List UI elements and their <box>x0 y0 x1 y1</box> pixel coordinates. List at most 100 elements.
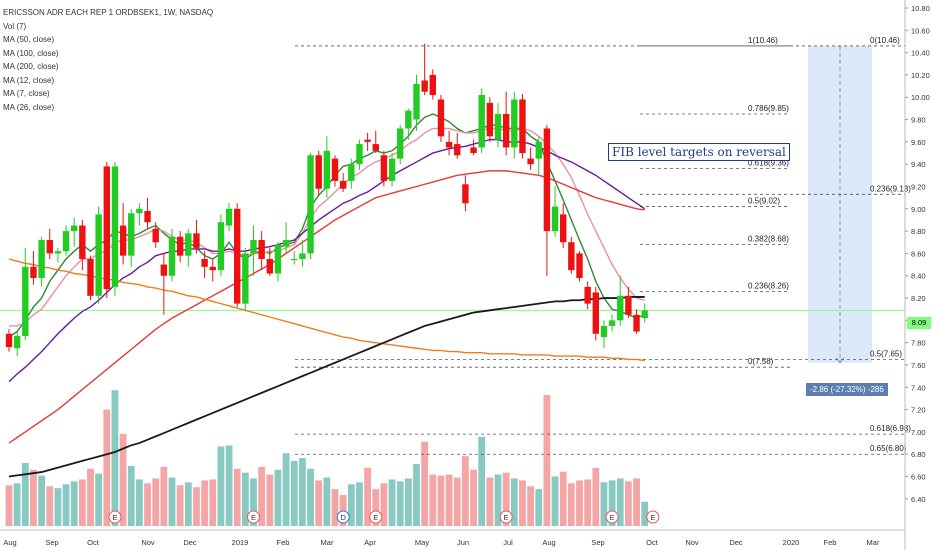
earnings-marker-label: E <box>112 513 117 522</box>
volume-bar <box>356 482 363 526</box>
fib-label: 0.236(8.26) <box>748 281 789 290</box>
volume-bar <box>404 478 412 526</box>
volume-bar <box>380 483 388 526</box>
earnings-marker <box>369 510 383 524</box>
volume-bar <box>616 478 624 526</box>
volume-bar <box>38 475 45 526</box>
candle-body <box>209 266 216 271</box>
candle-body <box>46 240 53 254</box>
volume-bar <box>486 477 494 526</box>
x-tick-label: Aug <box>542 538 555 547</box>
candle-body <box>160 264 168 276</box>
volume-bar <box>470 469 477 526</box>
volume-bar <box>87 468 94 526</box>
earnings-marker <box>499 510 513 524</box>
volume-bar <box>136 479 143 526</box>
y-tick-label: 8.60 <box>911 249 926 258</box>
volume-bar <box>372 489 380 526</box>
y-tick-label: 9.00 <box>911 205 926 214</box>
candle-body <box>421 80 428 92</box>
y-tick-label: 8.40 <box>911 272 926 281</box>
volume-bar <box>600 482 608 526</box>
earnings-marker-label: E <box>251 513 256 522</box>
fib-label: 0(7.58) <box>748 357 774 366</box>
volume-bar <box>184 482 192 526</box>
volume-bar <box>462 456 469 526</box>
y-tick-label: 7.80 <box>911 339 926 348</box>
volume-bar <box>567 483 575 526</box>
candle-body <box>494 113 502 140</box>
x-tick-label: Apr <box>364 538 376 547</box>
fib-label: 0.5(7.65) <box>870 349 902 358</box>
candle-body <box>641 310 648 319</box>
x-tick-label: Feb <box>824 538 837 547</box>
x-tick-label: Mar <box>867 538 880 547</box>
candle-body <box>217 222 225 271</box>
candle-body <box>372 144 379 151</box>
x-tick-label: Sep <box>591 538 604 547</box>
volume-bar <box>78 479 86 526</box>
volume-bar <box>250 478 257 526</box>
earnings-marker <box>247 510 260 524</box>
volume-bar <box>625 481 632 526</box>
x-tick-label: May <box>415 538 429 547</box>
candle-body <box>193 233 200 248</box>
candle-body <box>356 144 363 165</box>
chart-title: ERICSSON ADR EACH REP 1 ORDBSEK1, 1W, NA… <box>3 8 214 17</box>
fib-label: 0.786(9.85) <box>748 104 789 113</box>
volume-bar <box>193 487 200 526</box>
candle-body <box>576 253 583 278</box>
candle-body <box>600 325 608 338</box>
y-tick-label: 10.20 <box>911 71 930 80</box>
candle-body <box>13 335 21 349</box>
volume-bar <box>478 436 486 526</box>
volume-bar <box>413 463 420 526</box>
volume-bar <box>127 465 135 526</box>
x-tick-label: 2019 <box>232 538 249 547</box>
volume-bar <box>633 478 640 526</box>
candle-body <box>462 184 469 204</box>
y-tick-label: 10.80 <box>911 4 930 13</box>
candle-body <box>136 208 143 214</box>
x-tick-label: 2020 <box>783 538 800 547</box>
candle-body <box>608 320 616 326</box>
moving-average-line <box>8 296 645 478</box>
candle-body <box>592 292 599 334</box>
candle-body <box>22 266 29 336</box>
candle-body <box>103 166 110 290</box>
candle-body <box>87 259 94 296</box>
x-tick-label: Nov <box>685 538 699 547</box>
candle-body <box>486 102 494 137</box>
volume-bar <box>111 390 119 526</box>
candle-body <box>176 236 184 256</box>
y-tick-label: 6.80 <box>911 450 926 459</box>
candle-body <box>111 166 119 287</box>
volume-bar <box>315 480 323 526</box>
candle-body <box>79 225 86 259</box>
y-tick-label: 9.40 <box>911 160 926 169</box>
candle-body <box>62 231 70 252</box>
candle-body <box>119 225 127 256</box>
indicator-label: MA (200, close) <box>3 62 59 71</box>
y-tick-label: 10.40 <box>911 49 930 58</box>
candle-body <box>339 180 347 189</box>
indicator-label: MA (26, close) <box>3 102 55 112</box>
x-tick-label: Dec <box>729 538 743 547</box>
candle-body <box>274 244 282 274</box>
y-tick-label: 7.00 <box>911 428 926 437</box>
earnings-marker <box>605 510 619 524</box>
candle-body <box>543 128 551 232</box>
earnings-marker-label: E <box>610 513 615 522</box>
candle-body <box>568 242 575 271</box>
x-tick-label: Dec <box>183 538 197 547</box>
candle-body <box>291 259 298 260</box>
current-price-tag: 8.09 <box>907 317 931 329</box>
volume-bar <box>209 479 217 526</box>
volume-bar <box>576 480 583 526</box>
candle-body <box>307 155 314 254</box>
earnings-marker <box>646 510 660 524</box>
volume-bar <box>282 453 290 526</box>
x-tick-label: Jun <box>457 538 469 547</box>
volume-bar <box>429 474 437 526</box>
